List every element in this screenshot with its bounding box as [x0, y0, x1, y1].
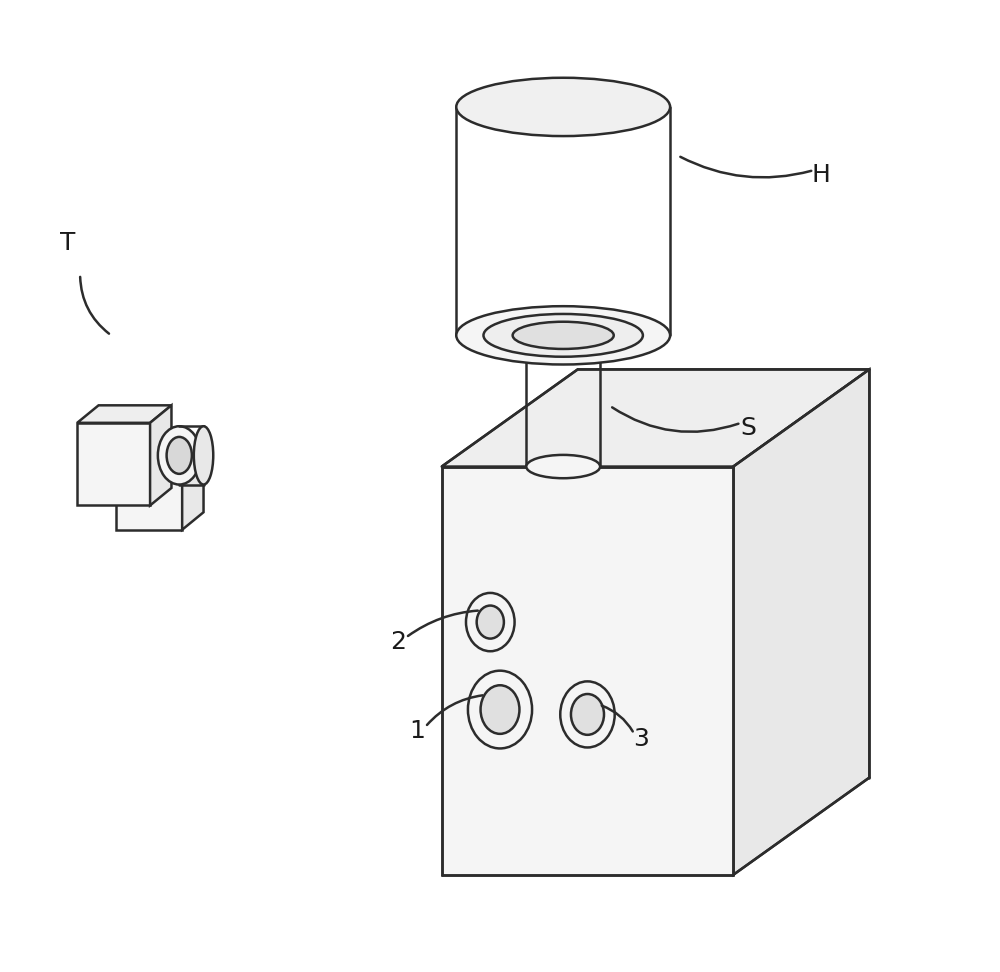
Text: T: T: [60, 231, 75, 255]
Ellipse shape: [158, 426, 201, 485]
Polygon shape: [150, 405, 171, 505]
Polygon shape: [442, 369, 869, 467]
Text: S: S: [740, 416, 756, 439]
Ellipse shape: [468, 671, 532, 748]
Polygon shape: [116, 439, 204, 457]
Polygon shape: [442, 467, 733, 875]
FancyArrowPatch shape: [408, 610, 478, 636]
Text: 1: 1: [409, 719, 425, 743]
Polygon shape: [77, 405, 171, 423]
Text: H: H: [811, 163, 830, 187]
Polygon shape: [77, 423, 150, 505]
FancyArrowPatch shape: [612, 407, 738, 432]
Text: 2: 2: [390, 630, 406, 653]
Ellipse shape: [513, 322, 614, 349]
Polygon shape: [733, 369, 869, 875]
FancyArrowPatch shape: [680, 156, 811, 178]
Ellipse shape: [456, 306, 670, 364]
FancyArrowPatch shape: [602, 706, 633, 732]
Ellipse shape: [560, 681, 615, 747]
Ellipse shape: [456, 78, 670, 136]
Ellipse shape: [194, 426, 213, 485]
FancyArrowPatch shape: [80, 277, 109, 333]
Ellipse shape: [483, 314, 643, 357]
Ellipse shape: [526, 333, 600, 357]
FancyArrowPatch shape: [427, 695, 483, 725]
Ellipse shape: [526, 455, 600, 478]
Ellipse shape: [167, 437, 192, 474]
Polygon shape: [116, 457, 182, 530]
Ellipse shape: [466, 593, 515, 651]
Polygon shape: [182, 439, 204, 530]
Ellipse shape: [481, 685, 519, 734]
Ellipse shape: [571, 694, 604, 735]
Ellipse shape: [477, 606, 504, 639]
Text: 3: 3: [633, 727, 649, 750]
